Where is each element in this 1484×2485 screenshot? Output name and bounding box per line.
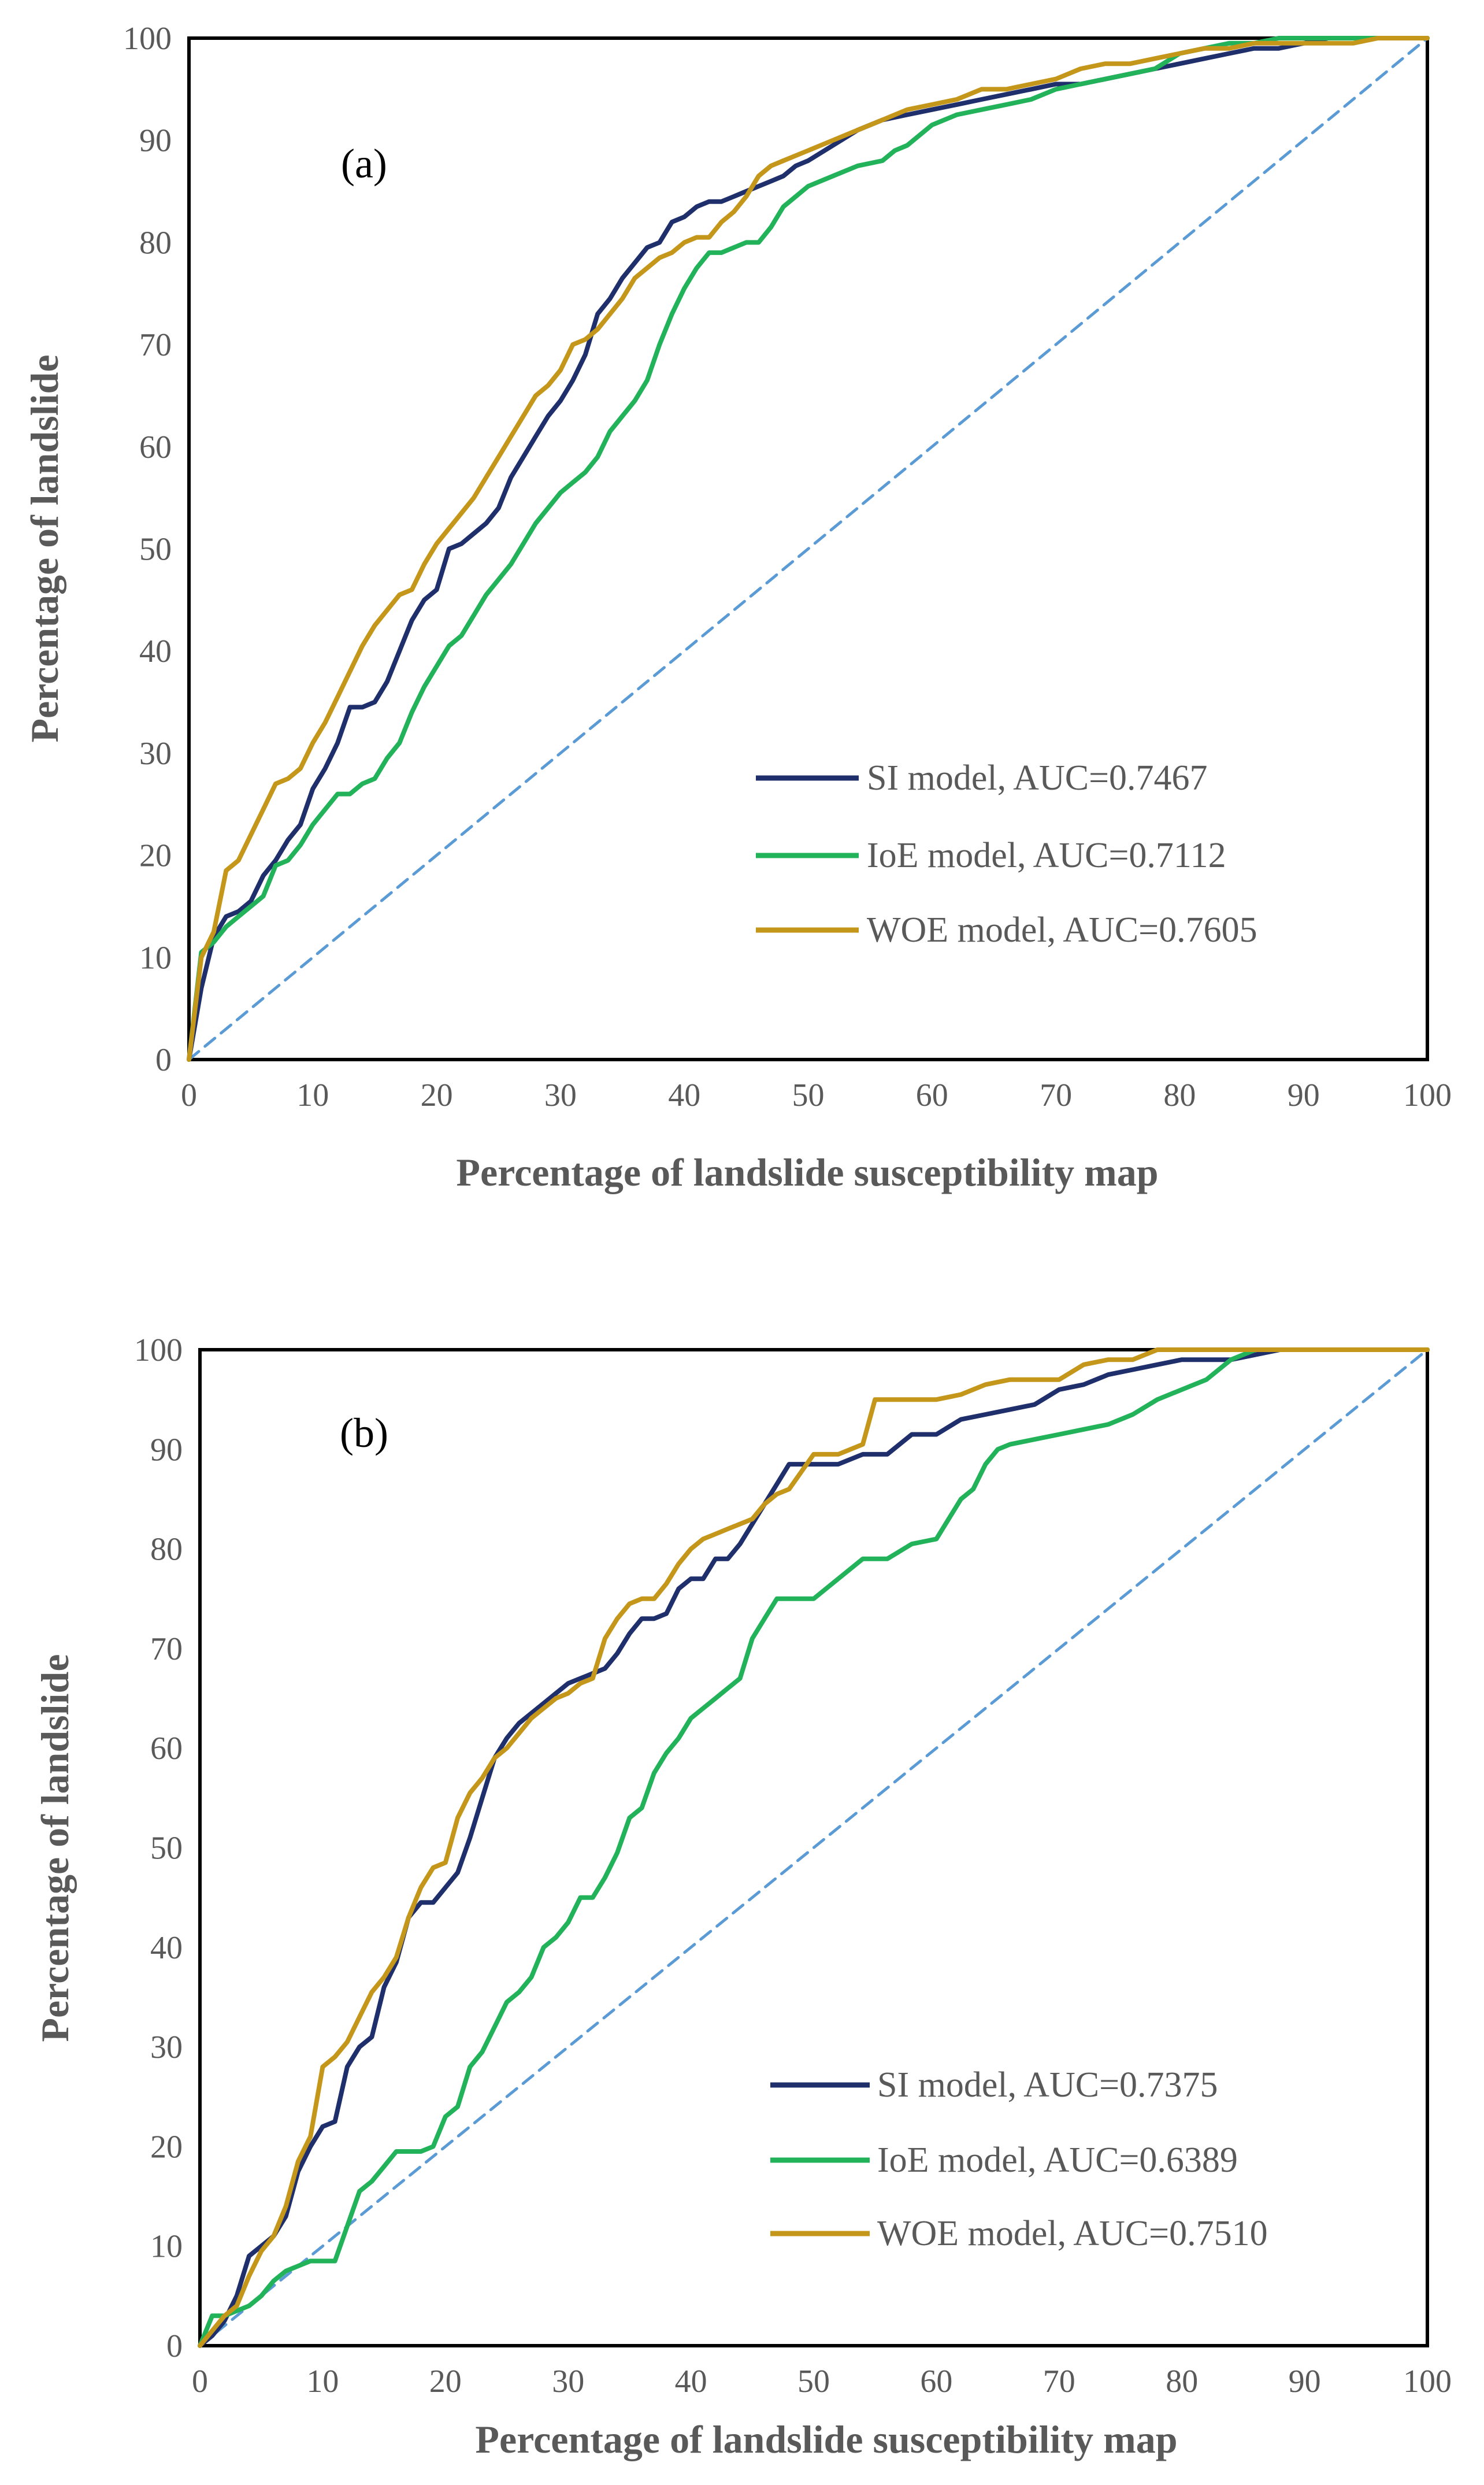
x-tick-label: 0	[192, 2364, 208, 2399]
x-tick-label: 80	[1166, 2364, 1198, 2399]
series-line-ioe	[198, 1347, 1430, 2348]
chart-panel-a: 0 10 20 30 40 50 60 70 80 90 100 0 10 20 30 40 50 60 70 80…	[23, 21, 1452, 1194]
y-tick-labels: 0 10 20 30 40 50 60 70 80 90 100	[134, 1332, 183, 2364]
x-tick-label: 30	[544, 1077, 577, 1113]
y-tick-label: 0	[166, 2328, 183, 2364]
x-tick-labels: 0 10 20 30 40 50 60 70 80 90 100	[192, 2364, 1452, 2399]
y-tick-label: 40	[139, 634, 172, 669]
legend-label-woe: WOE model, AUC=0.7510	[877, 2214, 1268, 2253]
x-tick-labels: 0 10 20 30 40 50 60 70 80 90 100	[181, 1077, 1452, 1113]
legend: SI model, AUC=0.7375 IoE model, AUC=0.63…	[770, 2065, 1268, 2253]
x-tick-label: 10	[306, 2364, 339, 2399]
y-tick-label: 10	[150, 2229, 183, 2265]
y-tick-label: 90	[139, 123, 172, 159]
y-tick-label: 30	[150, 2030, 183, 2065]
plot-lines	[198, 1347, 1430, 2348]
x-axis-title: Percentage of landslide susceptibility m…	[456, 1150, 1158, 1194]
x-tick-label: 0	[181, 1077, 197, 1113]
x-tick-label: 50	[792, 1077, 825, 1113]
y-tick-label: 60	[139, 429, 172, 465]
y-tick-label: 100	[134, 1332, 183, 1368]
series-line-ioe	[187, 36, 1430, 1062]
x-tick-label: 90	[1289, 2364, 1321, 2399]
y-tick-label: 20	[139, 838, 172, 874]
series-line-reference	[187, 36, 1429, 1061]
y-axis-title: Percentage of landslide	[33, 1654, 77, 2042]
legend-label-ioe: IoE model, AUC=0.6389	[877, 2140, 1238, 2180]
x-tick-label: 50	[797, 2364, 830, 2399]
x-tick-label: 70	[1040, 1077, 1072, 1113]
legend-label-woe: WOE model, AUC=0.7605	[867, 910, 1257, 950]
series-line-si	[198, 1347, 1430, 2348]
y-tick-label: 80	[150, 1532, 183, 1568]
x-tick-label: 60	[920, 2364, 952, 2399]
y-tick-label: 30	[139, 736, 172, 772]
y-tick-label: 20	[150, 2129, 183, 2165]
x-tick-label: 30	[552, 2364, 584, 2399]
x-tick-label: 80	[1163, 1077, 1196, 1113]
series-line-woe	[198, 1347, 1430, 2348]
y-tick-labels: 0 10 20 30 40 50 60 70 80 90 100	[123, 21, 172, 1078]
x-tick-label: 100	[1403, 2364, 1452, 2399]
panel-label: (a)	[341, 140, 387, 187]
y-tick-label: 100	[123, 21, 172, 57]
x-tick-label: 40	[668, 1077, 700, 1113]
legend-label-si: SI model, AUC=0.7467	[867, 758, 1208, 798]
plot-area-border	[198, 1348, 1429, 2347]
plot-lines	[187, 36, 1430, 1062]
x-tick-label: 60	[916, 1077, 948, 1113]
y-tick-label: 50	[150, 1831, 183, 1866]
plot-area-border	[187, 36, 1429, 1061]
y-axis-title: Percentage of landslide	[23, 354, 66, 742]
legend-label-si: SI model, AUC=0.7375	[877, 2065, 1218, 2105]
x-tick-label: 90	[1288, 1077, 1320, 1113]
y-tick-label: 70	[150, 1631, 183, 1667]
x-tick-label: 40	[675, 2364, 707, 2399]
y-tick-label: 40	[150, 1930, 183, 1966]
legend-label-ioe: IoE model, AUC=0.7112	[867, 836, 1226, 875]
x-axis-title: Percentage of landslide susceptibility m…	[475, 2417, 1177, 2461]
chart-panel-b: 0 10 20 30 40 50 60 70 80 90 100 0 10 20 30 40 50 60 70 80…	[33, 1332, 1452, 2461]
series-line-woe	[187, 36, 1430, 1062]
x-tick-label: 10	[296, 1077, 329, 1113]
x-tick-label: 20	[421, 1077, 453, 1113]
y-tick-label: 60	[150, 1731, 183, 1766]
y-tick-label: 80	[139, 225, 172, 261]
y-tick-label: 70	[139, 327, 172, 363]
legend: SI model, AUC=0.7467 IoE model, AUC=0.71…	[756, 758, 1257, 950]
y-tick-label: 10	[139, 940, 172, 976]
x-tick-label: 70	[1043, 2364, 1075, 2399]
y-tick-label: 0	[155, 1042, 172, 1078]
y-tick-label: 50	[139, 532, 172, 568]
x-tick-label: 20	[429, 2364, 462, 2399]
x-tick-label: 100	[1403, 1077, 1452, 1113]
series-line-reference	[198, 1348, 1429, 2347]
panel-label: (b)	[340, 1410, 388, 1456]
y-tick-label: 90	[150, 1432, 183, 1468]
